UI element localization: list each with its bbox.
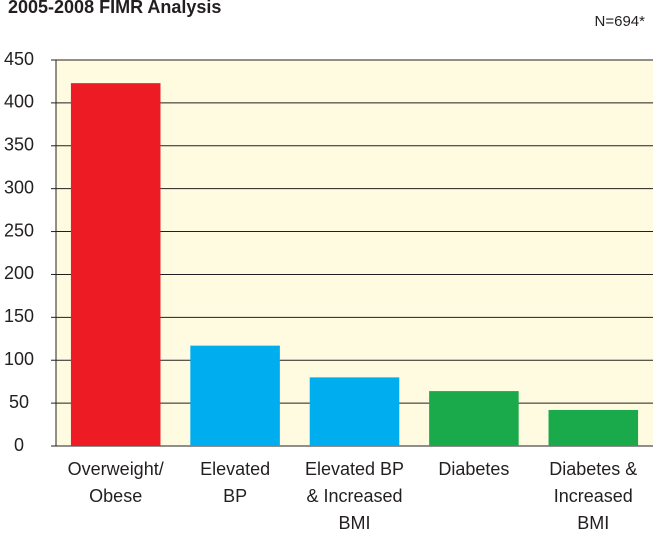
- bar: [429, 391, 519, 446]
- y-tick-label: 0: [14, 435, 24, 455]
- y-tick-label: 350: [4, 135, 34, 155]
- y-tick-label: 400: [4, 92, 34, 112]
- y-tick-label: 250: [4, 220, 34, 240]
- y-tick-label: 100: [4, 349, 34, 369]
- bar: [548, 409, 639, 446]
- y-tick-label: 150: [4, 306, 34, 326]
- y-tick-label: 50: [9, 392, 29, 412]
- x-tick-label: Overweight/: [68, 459, 164, 479]
- x-tick-label: Diabetes &: [549, 459, 637, 479]
- x-tick-label: Elevated: [200, 459, 270, 479]
- bar: [70, 83, 161, 446]
- y-tick-label: 300: [4, 177, 34, 197]
- chart-title: 2005-2008 FIMR Analysis: [8, 0, 221, 17]
- x-tick-label: Diabetes: [438, 459, 509, 479]
- x-tick-label: Increased: [554, 486, 633, 506]
- x-tick-label: & Increased: [306, 486, 402, 506]
- y-tick-label: 450: [4, 49, 34, 69]
- bar: [190, 345, 280, 446]
- x-tick-label: BP: [223, 486, 247, 506]
- x-tick-label: Elevated BP: [305, 459, 404, 479]
- x-tick-label: BMI: [338, 513, 370, 533]
- bar: [309, 377, 400, 446]
- annotation: N=694*: [595, 13, 646, 30]
- x-tick-label: BMI: [577, 513, 609, 533]
- y-tick-label: 200: [4, 263, 34, 283]
- x-tick-label: Obese: [89, 486, 142, 506]
